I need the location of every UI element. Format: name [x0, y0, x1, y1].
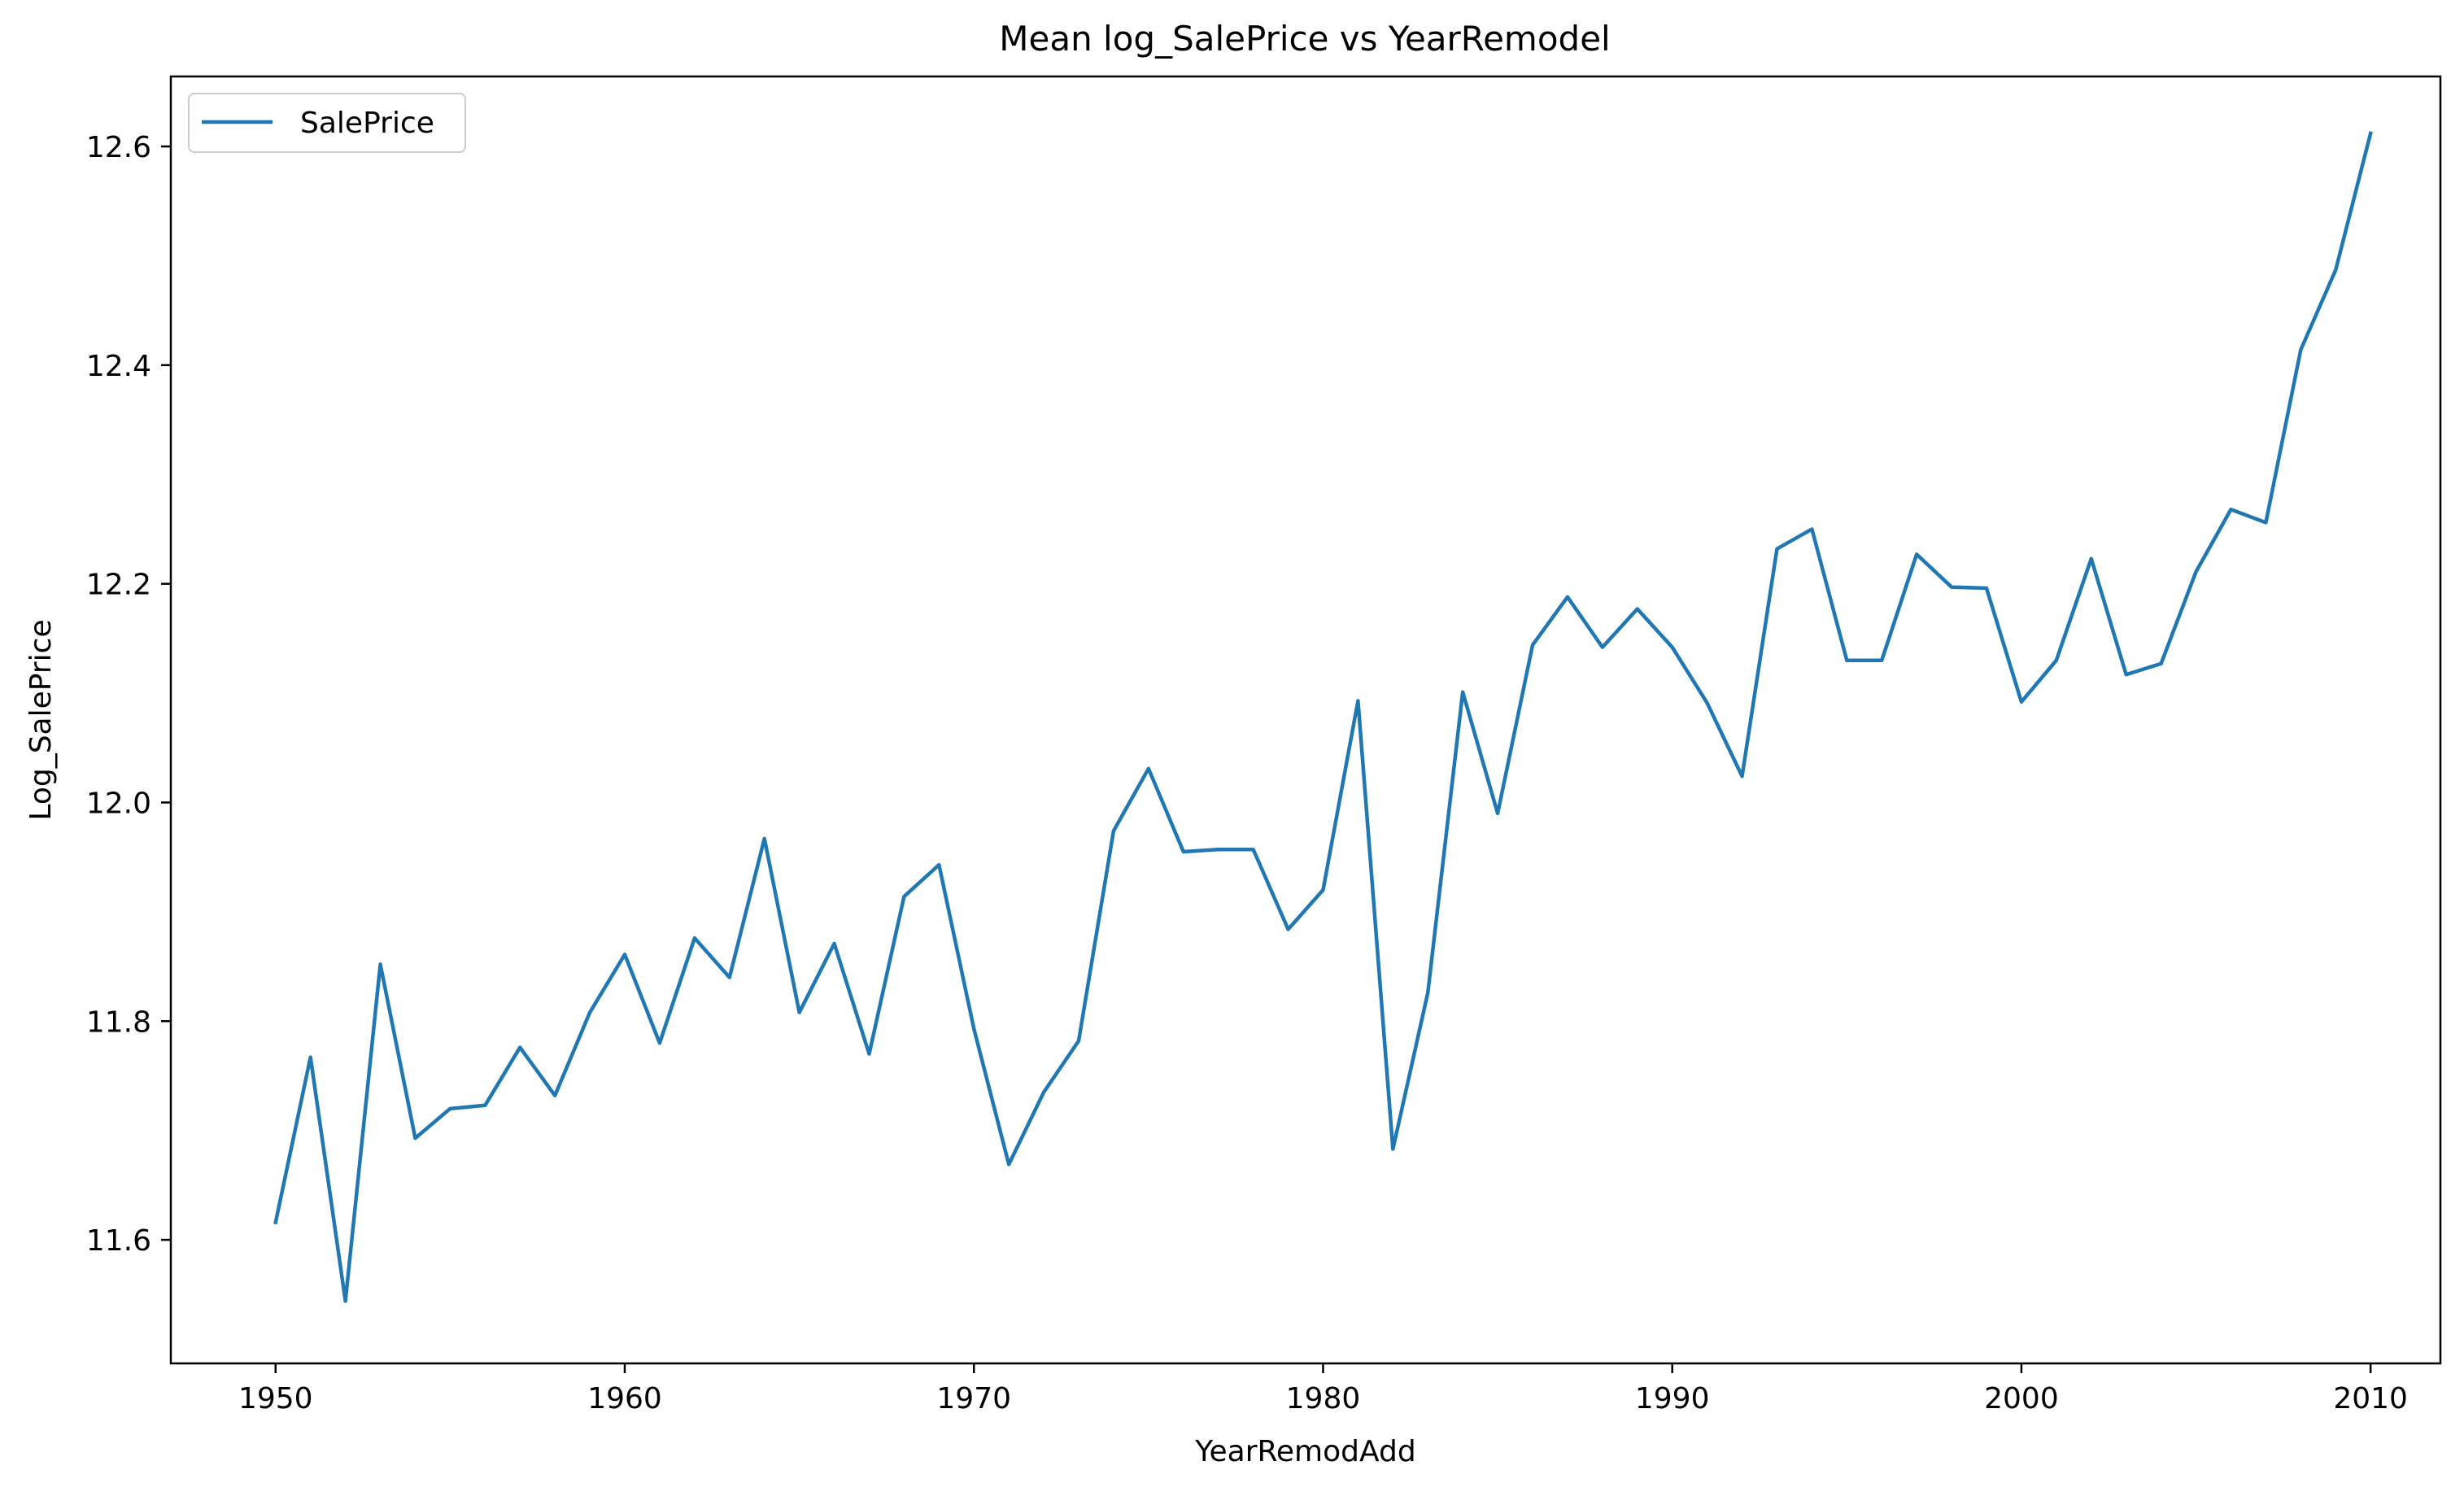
data-point [2229, 508, 2232, 511]
data-point [728, 975, 731, 979]
y-tick-label: 12.6 [86, 131, 151, 164]
data-point [1705, 701, 1708, 704]
data-point [1880, 659, 1883, 662]
series-line-saleprice [273, 131, 2373, 1303]
data-point [1216, 848, 1219, 851]
data-point [1566, 595, 1569, 599]
data-point [693, 936, 696, 940]
x-axis-ticks: 1950 1960 1970 1980 1990 2000 2010 [238, 1363, 2408, 1415]
data-point [588, 1010, 591, 1014]
data-point [308, 1055, 312, 1058]
data-point [1182, 850, 1185, 853]
x-tick-label: 1960 [587, 1382, 662, 1415]
data-point [448, 1107, 451, 1110]
x-tick-label: 1970 [936, 1382, 1011, 1415]
x-tick-label: 2010 [2333, 1382, 2408, 1415]
chart-title: Mean log_SalePrice vs YearRemodel [999, 19, 1610, 59]
data-point [1042, 1090, 1045, 1093]
data-point [1286, 927, 1289, 931]
plot-area [171, 76, 2440, 1363]
data-point [2264, 521, 2267, 524]
data-point [1321, 888, 1324, 892]
data-point [483, 1104, 486, 1107]
y-axis-ticks: 11.6 11.8 12.0 12.2 12.4 12.6 [86, 131, 171, 1258]
data-point [1531, 643, 1534, 647]
y-tick-label: 12.2 [86, 569, 151, 602]
data-point [1845, 659, 1848, 662]
data-point [1391, 1147, 1394, 1150]
data-point [2334, 268, 2337, 272]
data-point [1915, 552, 1918, 556]
data-point [2090, 557, 2093, 560]
data-point [762, 837, 765, 840]
data-point [1251, 848, 1254, 851]
data-point [2299, 348, 2302, 351]
data-point [1426, 991, 1429, 994]
plot-frame [169, 75, 2442, 1365]
data-point [1740, 774, 1743, 778]
y-tick-label: 11.6 [86, 1224, 151, 1258]
x-tick-label: 1980 [1286, 1382, 1361, 1415]
data-point [1147, 767, 1150, 770]
data-point [1775, 547, 1778, 550]
data-point [553, 1094, 556, 1097]
data-point [1077, 1039, 1080, 1042]
data-point [343, 1299, 347, 1302]
data-point [274, 1220, 277, 1223]
data-point [972, 1027, 975, 1031]
series-lines [273, 131, 2373, 1303]
data-point [1810, 527, 1813, 530]
data-point [832, 942, 835, 945]
data-point [1601, 645, 1604, 648]
legend-box [188, 93, 466, 153]
y-tick-label: 12.4 [86, 350, 151, 383]
data-point [937, 863, 940, 866]
x-axis-label: YearRemodAdd [1194, 1435, 1415, 1468]
data-point [2159, 662, 2162, 665]
data-point [1950, 585, 1953, 588]
x-tick-label: 2000 [1984, 1382, 2059, 1415]
data-point [2020, 700, 2023, 704]
y-axis-label: Log_SalePrice [24, 619, 58, 820]
data-point [1461, 691, 1464, 694]
data-point [2055, 659, 2058, 662]
data-point [867, 1052, 870, 1055]
data-point [797, 1010, 800, 1014]
data-point [2369, 132, 2372, 135]
data-point [518, 1045, 521, 1049]
plot-background [171, 76, 2440, 1363]
data-point [413, 1136, 416, 1140]
data-point [1356, 699, 1359, 702]
data-point [1985, 587, 1988, 590]
data-point [902, 895, 905, 898]
data-point [1636, 607, 1639, 610]
data-point [2194, 570, 2197, 574]
data-point [1007, 1162, 1010, 1166]
data-point [1112, 829, 1115, 832]
data-point [623, 953, 626, 956]
data-point [1670, 645, 1673, 648]
data-point [658, 1041, 661, 1045]
x-tick-label: 1950 [238, 1382, 313, 1415]
data-point [378, 962, 382, 966]
x-tick-label: 1990 [1635, 1382, 1710, 1415]
legend-entry-label: SalePrice [300, 107, 434, 140]
legend: SalePrice [188, 93, 466, 153]
data-point [2124, 673, 2127, 676]
y-tick-label: 12.0 [86, 787, 151, 820]
data-point [1496, 812, 1499, 815]
y-tick-label: 11.8 [86, 1005, 151, 1039]
